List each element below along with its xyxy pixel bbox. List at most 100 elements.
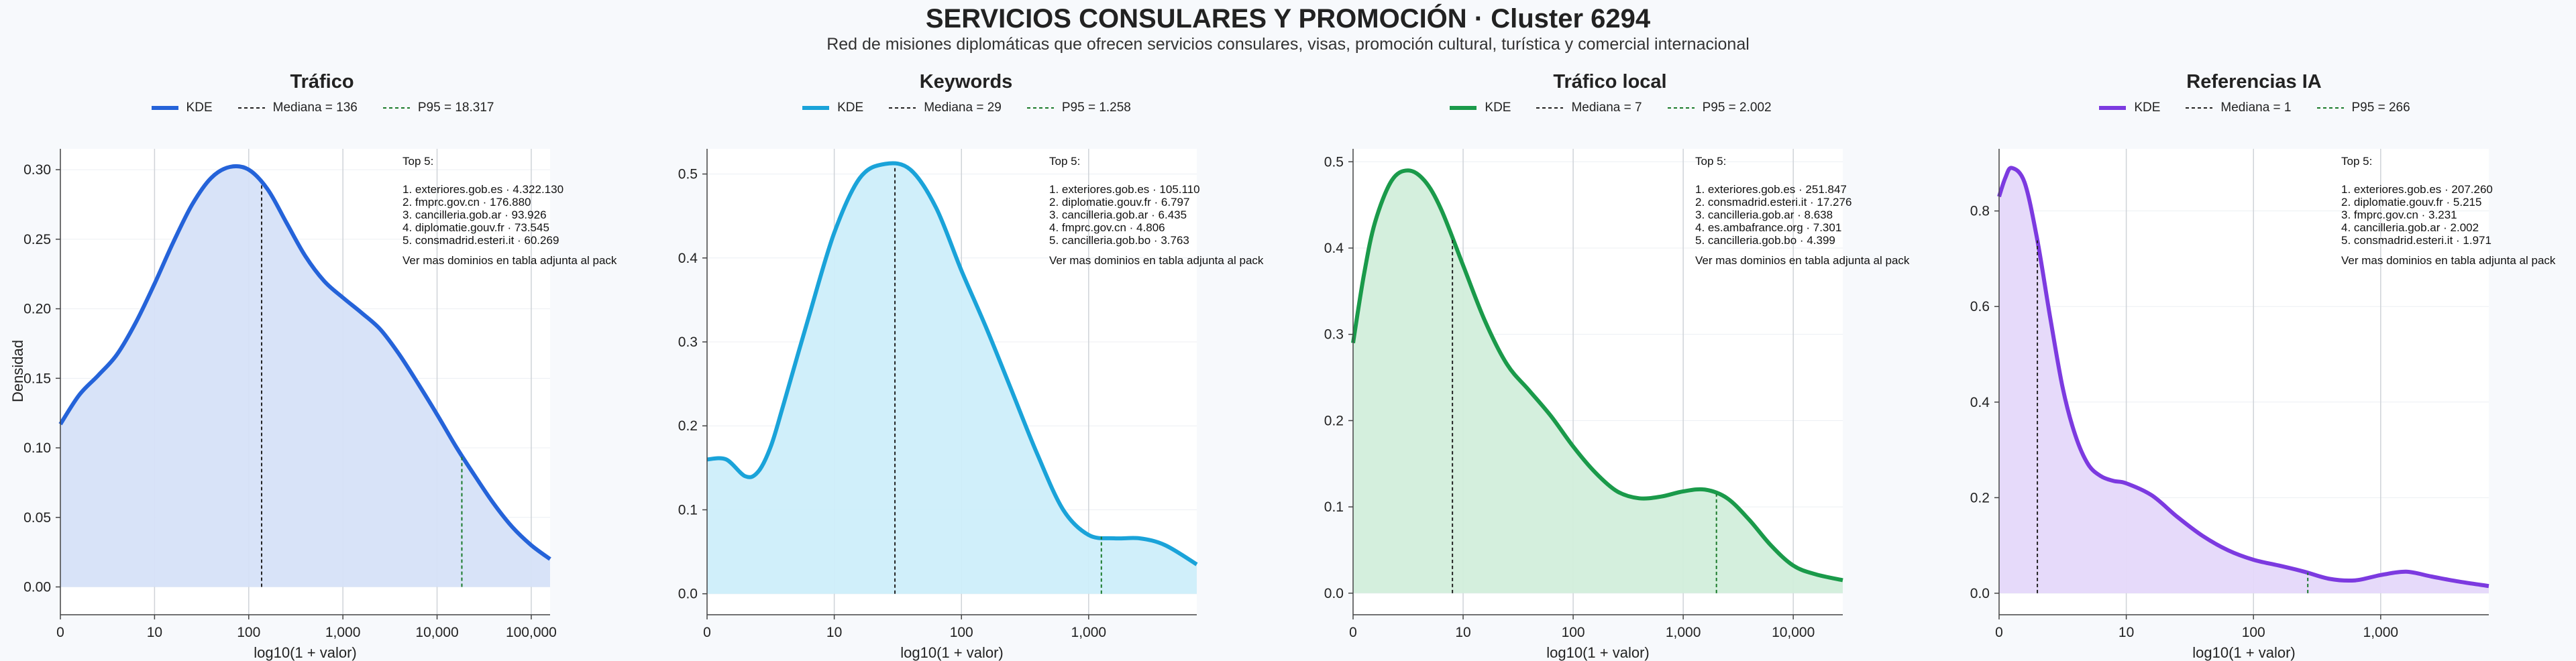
kde-area	[707, 163, 1197, 594]
kde-line	[1351, 168, 1843, 583]
legend-item-p95: P95 = 2.002	[1666, 101, 1772, 115]
y-tick-label: 0.00	[23, 580, 51, 595]
y-tick-label: 0.2	[1324, 413, 1344, 428]
y-tick-label: 0.20	[23, 302, 51, 317]
x-axis-label: log10(1 + valor)	[2192, 644, 2295, 661]
legend-item-kde: KDE	[1448, 101, 1511, 115]
top5-title: Top 5:	[402, 155, 433, 168]
top5-item: 1. exteriores.gob.es · 207.260	[2341, 183, 2493, 196]
top5-item: 2. fmprc.gov.cn · 176.880	[402, 196, 531, 208]
legend-label-median: Mediana = 7	[1571, 101, 1642, 115]
y-tick-label: 0.3	[678, 335, 698, 350]
legend-item-kde: KDE	[150, 101, 213, 115]
x-tick-label: 100	[1562, 625, 1585, 640]
chart-panel: Referencias IA KDE Mediana = 1 P95 = 266 0.0…	[1932, 0, 2576, 661]
y-tick-label: 0.3	[1324, 327, 1344, 343]
x-tick-label: 10	[1455, 625, 1470, 640]
y-tick-label: 0.05	[23, 510, 51, 526]
chart-panel: Keywords KDE Mediana = 29 P95 = 1.258 0.0 0.1…	[644, 0, 1288, 661]
legend-label-median: Mediana = 1	[2220, 101, 2292, 115]
legend-swatch-p95	[1667, 107, 1695, 109]
y-tick-label: 0.6	[1970, 299, 1990, 314]
x-axis-label: log10(1 + valor)	[254, 644, 356, 661]
kde-area	[1353, 170, 1843, 593]
y-tick-label: 0.5	[678, 167, 698, 182]
y-tick-label: 0.2	[678, 418, 698, 434]
legend-swatch-kde	[1450, 106, 1477, 110]
legend-swatch-kde	[802, 106, 830, 110]
top5-item: 5. cancilleria.gob.bo · 4.399	[1695, 234, 1835, 247]
y-tick-label: 0.30	[23, 162, 51, 178]
legend-item-median: Mediana = 29	[888, 101, 1002, 115]
top5-title: Top 5:	[1049, 155, 1080, 168]
legend-label-median: Mediana = 29	[924, 101, 1002, 115]
y-tick-label: 0.8	[1970, 204, 1990, 219]
kde-plot: 0.00 0.05 0.10 0.15 0.20 0.25 0.30 0 10 100 1,000 1…	[23, 149, 617, 661]
legend-label-kde: KDE	[186, 101, 213, 115]
x-tick-label: 0	[1349, 625, 1357, 640]
legend-swatch-median	[237, 107, 265, 109]
chart-panel: Tráfico local KDE Mediana = 7 P95 = 2.002 0.…	[1288, 0, 1932, 661]
legend-item-kde: KDE	[801, 101, 863, 115]
chart-title: Keywords	[919, 71, 1013, 93]
legend-label-p95: P95 = 1.258	[1061, 101, 1131, 115]
top5-note: Ver mas dominios en tabla adjunta al pac…	[2341, 254, 2556, 267]
x-tick-label: 100,000	[506, 625, 557, 640]
y-tick-label: 0.1	[1324, 499, 1344, 515]
legend-swatch-kde	[2099, 106, 2127, 110]
y-tick-label: 0.4	[1324, 241, 1344, 256]
top5-item: 1. exteriores.gob.es · 251.847	[1695, 183, 1847, 196]
top5-item: 4. cancilleria.gob.ar · 2.002	[2341, 221, 2479, 234]
x-tick-label: 100	[237, 625, 260, 640]
x-tick-label: 10	[147, 625, 162, 640]
x-tick-label: 0	[56, 625, 64, 640]
top5-item: 2. diplomatie.gouv.fr · 6.797	[1049, 196, 1189, 208]
y-tick-label: 0.10	[23, 440, 51, 456]
kde-line	[58, 164, 551, 561]
legend-swatch-kde	[151, 106, 178, 110]
legend-item-median: Mediana = 7	[1535, 101, 1642, 115]
legend-label-median: Mediana = 136	[272, 101, 358, 115]
chart-title: Referencias IA	[2186, 71, 2322, 93]
top5-item: 1. exteriores.gob.es · 4.322.130	[402, 183, 564, 196]
legend-swatch-p95	[382, 107, 410, 109]
top5-note: Ver mas dominios en tabla adjunta al pac…	[1695, 254, 1910, 267]
chart-legend: KDE Mediana = 136 P95 = 18.317	[0, 101, 644, 115]
legend-swatch-median	[889, 107, 916, 109]
x-tick-label: 10,000	[415, 625, 458, 640]
legend-label-p95: P95 = 266	[2351, 101, 2410, 115]
top5-item: 3. cancilleria.gob.ar · 6.435	[1049, 208, 1187, 221]
chart-legend: KDE Mediana = 1 P95 = 266	[1932, 101, 2576, 115]
top5-item: 2. diplomatie.gouv.fr · 5.215	[2341, 196, 2481, 208]
top5-note: Ver mas dominios en tabla adjunta al pac…	[1049, 254, 1264, 267]
kde-plot: 0.0 0.2 0.4 0.6 0.8 0 10 100 1,000 log10(1 + valo…	[1970, 149, 2556, 661]
page-title: SERVICIOS CONSULARES Y PROMOCIÓN · Clust…	[925, 4, 1651, 34]
legend-swatch-median	[2186, 107, 2213, 109]
y-tick-label: 0.4	[1970, 395, 1990, 410]
x-tick-label: 100	[2242, 625, 2265, 640]
x-tick-label: 1,000	[2363, 625, 2399, 640]
legend-label-kde: KDE	[2134, 101, 2161, 115]
y-tick-label: 0.5	[1324, 154, 1344, 170]
chart-legend: KDE Mediana = 29 P95 = 1.258	[644, 101, 1288, 115]
legend-label-kde: KDE	[837, 101, 864, 115]
y-tick-label: 0.0	[678, 587, 698, 602]
legend-swatch-median	[1536, 107, 1564, 109]
legend-label-kde: KDE	[1485, 101, 1511, 115]
kde-area	[60, 166, 550, 587]
legend-swatch-p95	[2316, 107, 2344, 109]
y-tick-label: 0.1	[678, 502, 698, 518]
top5-note: Ver mas dominios en tabla adjunta al pac…	[402, 254, 617, 267]
x-tick-label: 0	[703, 625, 711, 640]
top5-item: 4. es.ambafrance.org · 7.301	[1695, 221, 1841, 234]
y-tick-label: 0.0	[1970, 586, 1990, 601]
x-tick-label: 0	[1995, 625, 2003, 640]
x-tick-label: 1,000	[325, 625, 361, 640]
page-subtitle: Red de misiones diplomáticas que ofrecen…	[826, 35, 1750, 54]
top5-title: Top 5:	[2341, 155, 2372, 168]
x-tick-label: 10	[2118, 625, 2134, 640]
x-axis-label: log10(1 + valor)	[1546, 644, 1649, 661]
top5-item: 4. diplomatie.gouv.fr · 73.545	[402, 221, 549, 234]
x-axis-label: log10(1 + valor)	[900, 644, 1003, 661]
chart-title: Tráfico local	[1553, 71, 1667, 93]
